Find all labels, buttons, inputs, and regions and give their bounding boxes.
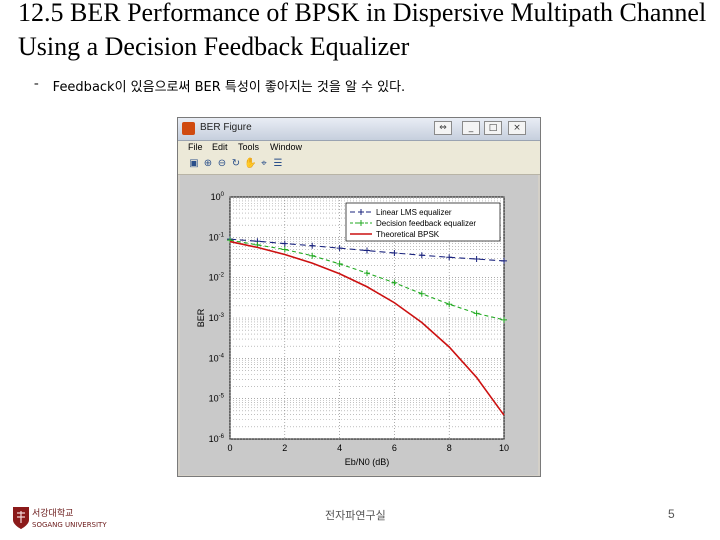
dock-button[interactable]: ⇔ — [434, 121, 452, 135]
bullet-line: - Feedback이 있음으로써 BER 특성이 좋아지는 것을 알 수 있다… — [34, 76, 405, 95]
pan-icon[interactable]: ✋ — [244, 158, 257, 169]
x-tick-label: 0 — [227, 443, 232, 453]
series-point-0 — [501, 257, 507, 264]
series-point-0 — [364, 247, 370, 254]
series-point-1 — [309, 252, 316, 259]
series-point-1 — [281, 246, 288, 253]
y-tick-label: 100 — [211, 192, 225, 202]
figure-toolbar: ▣ ⊕ ⊖ ↻ ✋ ⌖ ☰ — [178, 156, 540, 175]
ber-chart: 100 10-1 10-2 10-3 10-4 10-5 10-60 2 4 6 8 10 Eb/N0 … — [196, 192, 509, 467]
y-tick-label: 10-5 — [209, 394, 225, 404]
series-point-1 — [336, 260, 343, 267]
plot-area: 100 10-1 10-2 10-3 10-4 10-5 10-6 0 2 4 6 8 10 Eb/N0 … — [180, 175, 538, 475]
x-tick-label: 8 — [447, 443, 452, 453]
window-titlebar[interactable]: BER Figure ⇔ _ □ × — [178, 118, 540, 141]
footer-lab-name: 전자파연구실 — [325, 509, 386, 522]
window-title: BER Figure — [200, 122, 252, 133]
x-tick-label: 2 — [282, 443, 287, 453]
y-tick-label: 10-3 — [209, 313, 225, 323]
university-name: 서강대학교 — [32, 509, 74, 519]
page-number: 5 — [668, 507, 675, 521]
menu-bar: File Edit Tools Window — [178, 141, 540, 156]
zoom-out-icon[interactable]: ⊖ — [217, 158, 227, 169]
bullet-marker: - — [34, 76, 39, 91]
series-point-1 — [364, 270, 370, 277]
series-point-0 — [281, 240, 288, 247]
legend-label: Theoretical BPSK — [376, 230, 440, 239]
print-icon[interactable]: ▣ — [189, 158, 199, 169]
series-point-1 — [473, 310, 480, 317]
series-point-1 — [418, 290, 425, 297]
x-tick-label: 10 — [499, 443, 509, 453]
zoom-in-icon[interactable]: ⊕ — [203, 158, 213, 169]
minimize-button[interactable]: _ — [462, 121, 480, 135]
y-tick-label: 10-4 — [209, 353, 225, 363]
series-point-1 — [391, 279, 398, 286]
legend-icon[interactable]: ☰ — [273, 158, 283, 169]
series-point-0 — [336, 245, 343, 252]
series-point-0 — [309, 242, 316, 249]
series-line-2 — [229, 240, 505, 416]
matlab-logo-icon — [182, 122, 195, 135]
menu-window[interactable]: Window — [270, 142, 303, 152]
y-tick-label: 10-2 — [209, 273, 225, 283]
x-tick-label: 4 — [337, 443, 342, 453]
menu-tools[interactable]: Tools — [238, 142, 260, 152]
series-point-0 — [418, 252, 425, 259]
legend-label: Linear LMS equalizer — [376, 208, 452, 217]
legend-marker-1 — [358, 220, 364, 226]
menu-edit[interactable]: Edit — [212, 142, 228, 152]
y-tick-label: 10-6 — [209, 434, 225, 444]
x-axis-label: Eb/N0 (dB) — [345, 457, 390, 467]
bullet-text: Feedback이 있음으로써 BER 특성이 좋아지는 것을 알 수 있다. — [52, 80, 406, 95]
close-button[interactable]: × — [508, 121, 526, 135]
university-seal-icon — [13, 507, 29, 529]
series-line-0 — [229, 238, 505, 262]
ber-figure-window: BER Figure ⇔ _ □ × File Edit Tools Windo… — [177, 117, 541, 477]
series-point-0 — [391, 249, 398, 256]
x-tick-label: 6 — [392, 443, 397, 453]
legend-marker-0 — [358, 209, 364, 215]
legend-label: Decision feedback equalizer — [376, 219, 476, 228]
maximize-button[interactable]: □ — [484, 121, 502, 135]
slide-title: 12.5 BER Performance of BPSK in Dispersi… — [18, 0, 707, 61]
series-point-1 — [446, 301, 453, 308]
footer-university: 서강대학교 SOGANG UNIVERSITY — [32, 510, 107, 530]
menu-file[interactable]: File — [188, 142, 203, 152]
university-name-en: SOGANG UNIVERSITY — [32, 521, 107, 529]
rotate-icon[interactable]: ↻ — [231, 158, 241, 169]
data-cursor-icon[interactable]: ⌖ — [261, 158, 267, 169]
series-point-1 — [501, 316, 507, 323]
y-tick-label: 10-1 — [209, 232, 225, 242]
y-axis-label: BER — [196, 308, 206, 327]
series-point-0 — [446, 254, 453, 261]
series-point-0 — [473, 256, 480, 263]
